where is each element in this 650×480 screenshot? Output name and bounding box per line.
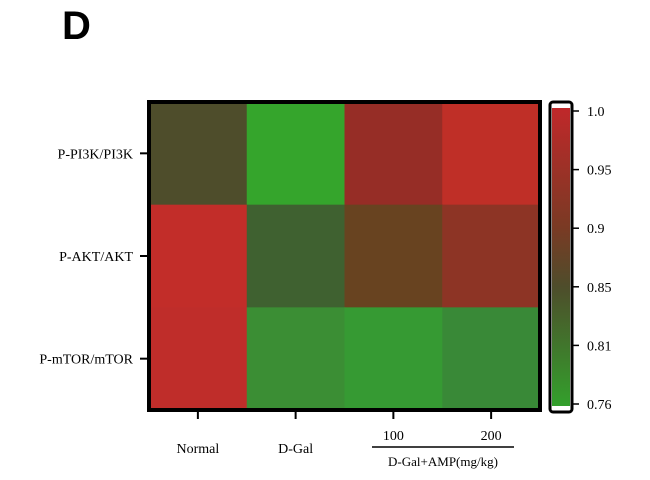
- colorbar-tick-label: 0.81: [587, 339, 612, 354]
- colorbar-frame: [548, 100, 574, 414]
- heatmap-cells: [149, 102, 541, 411]
- heatmap-cell: [246, 307, 346, 411]
- colorbar-gradient: [552, 108, 570, 406]
- heatmap-cell: [442, 102, 541, 206]
- column-labels: Normal D-Gal 100 200: [176, 412, 502, 457]
- colorbar-tick-label: 0.9: [587, 222, 605, 237]
- group-label: D-Gal+AMP(mg/kg): [388, 454, 498, 469]
- heatmap-cell: [442, 204, 541, 308]
- colorbar-ticks: 1.0 0.95 0.9 0.85 0.81 0.76: [572, 105, 612, 413]
- heatmap-frame: [147, 100, 542, 412]
- row-label: P-AKT/AKT: [59, 250, 133, 265]
- row-labels: P-PI3K/PI3K P-AKT/AKT P-mTOR/mTOR: [39, 147, 147, 368]
- colorbar-tick-label: 0.76: [587, 398, 612, 413]
- column-group: D-Gal+AMP(mg/kg): [372, 446, 514, 469]
- column-label: 200: [481, 429, 502, 444]
- heatmap-cell: [344, 102, 443, 206]
- heatmap-cell: [149, 307, 248, 411]
- row-label: P-PI3K/PI3K: [58, 147, 133, 162]
- heatmap-cell: [149, 102, 248, 206]
- column-label: Normal: [176, 442, 219, 457]
- heatmap-cell: [246, 102, 346, 206]
- heatmap-cell: [344, 204, 443, 308]
- row-label: P-mTOR/mTOR: [39, 353, 133, 368]
- colorbar-tick-label: 0.95: [587, 164, 612, 179]
- colorbar-tick-label: 1.0: [587, 105, 605, 120]
- heatmap-cell: [149, 204, 248, 308]
- column-label: 100: [383, 429, 404, 444]
- panel-label: D: [62, 4, 91, 48]
- colorbar: 1.0 0.95 0.9 0.85 0.81 0.76: [548, 100, 612, 414]
- heatmap-cell: [246, 204, 346, 308]
- column-label: D-Gal: [278, 442, 313, 457]
- heatmap-cell: [442, 307, 541, 411]
- heatmap-cell: [344, 307, 443, 411]
- colorbar-tick-label: 0.85: [587, 281, 612, 296]
